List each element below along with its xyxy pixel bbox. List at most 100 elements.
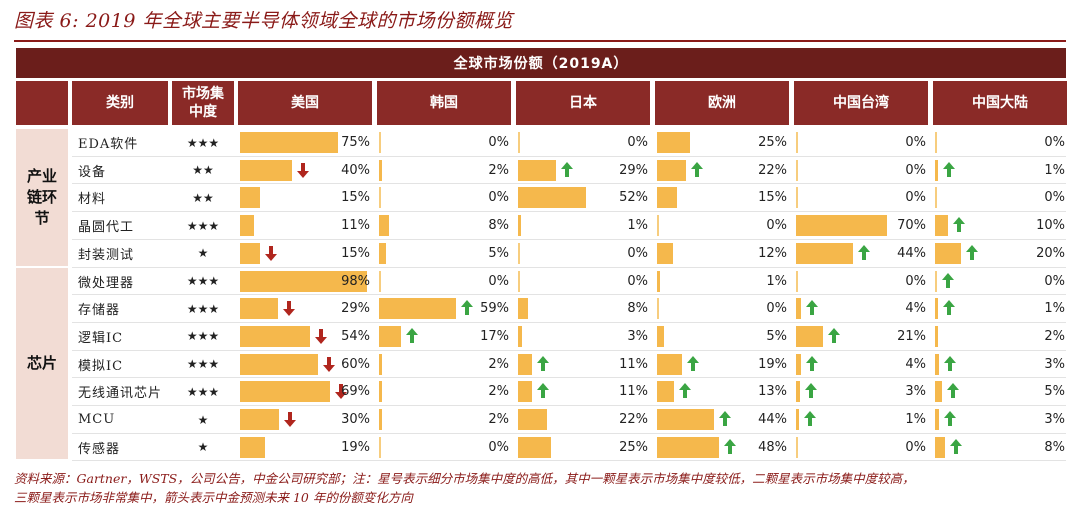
share-bar: [796, 270, 798, 292]
header-region: 美国: [238, 81, 372, 125]
row-divider: [72, 377, 1066, 379]
row-divider: [72, 211, 1066, 213]
arrow-up-icon: [406, 327, 418, 343]
share-bar: [657, 353, 682, 375]
share-cell: 0%: [377, 268, 511, 295]
share-cell: 20%: [933, 240, 1067, 267]
share-value: 2%: [488, 412, 509, 427]
share-bar: [796, 242, 853, 264]
share-bar: [240, 353, 318, 375]
share-value: 8%: [1044, 439, 1065, 455]
arrow-up-icon: [537, 383, 549, 399]
share-cell: 2%: [377, 378, 511, 405]
share-cell: 4%: [794, 295, 928, 322]
share-value: 29%: [619, 162, 648, 178]
share-bar: [657, 187, 677, 209]
share-value: 98%: [341, 273, 370, 289]
share-bar: [935, 132, 937, 153]
share-value: 70%: [897, 218, 926, 234]
share-bar: [796, 132, 798, 153]
share-value: 3%: [627, 328, 648, 344]
share-cell: 11%: [238, 212, 372, 239]
arrow-up-icon: [461, 300, 473, 316]
share-value: 48%: [758, 439, 787, 455]
share-cell: 15%: [238, 184, 372, 211]
share-bar: [240, 242, 260, 264]
header-concentration: 市场集 中度: [172, 81, 234, 125]
share-value: 0%: [488, 190, 509, 206]
concentration-stars: ★: [197, 440, 209, 455]
row-divider: [72, 266, 1066, 268]
share-cell: 1%: [933, 157, 1067, 184]
share-bar: [796, 159, 798, 181]
share-cell: 0%: [516, 268, 650, 295]
share-value: 0%: [488, 273, 509, 289]
share-value: 5%: [1044, 384, 1065, 400]
share-cell: 21%: [794, 323, 928, 350]
share-value: 15%: [341, 190, 370, 206]
arrow-up-icon: [950, 438, 962, 454]
share-bar: [518, 159, 556, 181]
share-cell: 44%: [655, 406, 789, 433]
share-cell: 2%: [377, 351, 511, 378]
share-cell: 0%: [794, 434, 928, 461]
share-bar: [379, 298, 456, 320]
share-bar: [796, 325, 823, 347]
share-cell: 44%: [794, 240, 928, 267]
share-bar: [379, 187, 381, 209]
share-value: 19%: [758, 356, 787, 372]
share-bar: [379, 132, 381, 153]
share-value: 19%: [341, 439, 370, 455]
header-region: 日本: [516, 81, 650, 125]
share-value: 2%: [488, 356, 509, 372]
share-cell: 10%: [933, 212, 1067, 239]
share-bar: [935, 298, 938, 320]
share-value: 0%: [905, 190, 926, 206]
arrow-up-icon: [943, 161, 955, 177]
row-divider: [72, 460, 1066, 462]
share-bar: [518, 270, 520, 292]
share-value: 3%: [1044, 412, 1065, 427]
share-value: 0%: [627, 273, 648, 289]
share-cell: 1%: [933, 295, 1067, 322]
share-cell: 0%: [794, 268, 928, 295]
share-bar: [657, 132, 690, 153]
share-value: 0%: [905, 439, 926, 455]
share-value: 11%: [341, 218, 370, 234]
share-cell: 5%: [655, 323, 789, 350]
arrow-up-icon: [679, 383, 691, 399]
concentration-stars: ★★★: [186, 218, 220, 233]
share-bar: [518, 215, 521, 237]
share-bar: [379, 215, 389, 237]
share-value: 60%: [341, 356, 370, 372]
row-divider: [72, 155, 1066, 157]
concentration-stars: ★★★: [186, 357, 220, 372]
arrow-down-icon: [335, 384, 347, 400]
share-cell: 1%: [655, 268, 789, 295]
category-label: 传感器: [78, 441, 121, 457]
arrow-up-icon: [943, 300, 955, 316]
share-cell: 0%: [794, 184, 928, 211]
share-bar: [796, 353, 801, 375]
share-value: 5%: [766, 328, 787, 344]
category-label: EDA软件: [78, 137, 139, 152]
footnote-line-2: 三颗星表示市场非常集中，箭头表示中金预测未来 10 年的份额变化方向: [14, 490, 413, 505]
share-bar: [935, 436, 945, 458]
concentration-stars: ★: [197, 412, 209, 427]
share-bar: [935, 353, 939, 375]
share-value: 10%: [1036, 218, 1065, 234]
share-cell: 0%: [655, 212, 789, 239]
concentration-stars: ★★★: [186, 384, 220, 399]
concentration-stars: ★★★: [186, 135, 220, 150]
category-label: 逻辑IC: [78, 330, 124, 346]
share-value: 75%: [341, 135, 370, 150]
share-cell: 0%: [516, 129, 650, 156]
header-region: 中国台湾: [794, 81, 928, 125]
share-bar: [379, 242, 386, 264]
arrow-up-icon: [561, 161, 573, 177]
category-label: 微处理器: [78, 275, 135, 291]
share-value: 2%: [488, 384, 509, 400]
share-value: 1%: [1044, 301, 1065, 317]
header-region: 韩国: [377, 81, 511, 125]
share-bar: [935, 270, 937, 292]
